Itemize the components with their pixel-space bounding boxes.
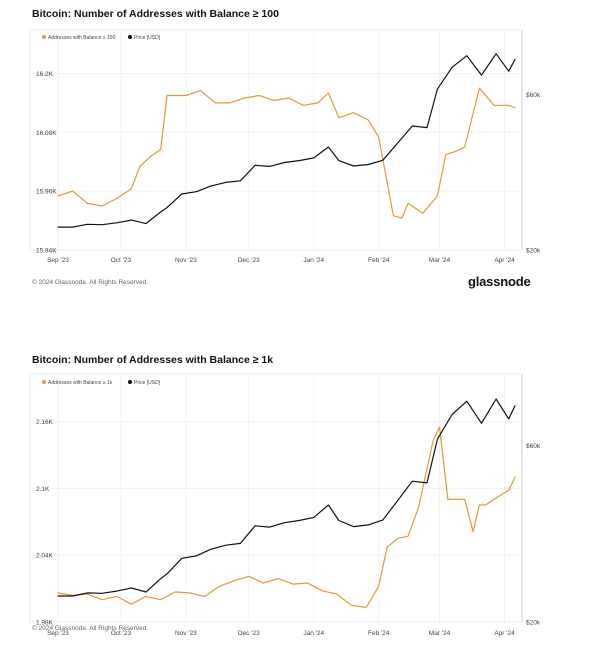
y-left-tick-label: 16.08K bbox=[36, 130, 57, 137]
y-left-tick-label: 15.84K bbox=[36, 248, 57, 255]
chart-title: Bitcoin: Number of Addresses with Balanc… bbox=[32, 354, 274, 366]
x-tick-label: Nov '23 bbox=[175, 630, 197, 637]
copyright-note: © 2024 Glassnode. All Rights Reserved. bbox=[32, 625, 149, 632]
chart-2-plot: Sep '23 Oct '23 Nov '23 Dec '23 Jan '24 Feb '… bbox=[29, 373, 541, 637]
x-tick-label: Apr '24 bbox=[494, 257, 515, 264]
x-tick-label: Nov '23 bbox=[175, 257, 197, 264]
y-left-tick-label: 2.16K bbox=[36, 419, 54, 426]
x-tick-label: Feb '24 bbox=[368, 257, 390, 264]
chart-panel-1: Bitcoin: Number of Addresses with Balanc… bbox=[0, 0, 600, 300]
copyright-note: © 2024 Glassnode. All Rights Reserved. bbox=[32, 279, 149, 286]
address-count-line bbox=[57, 426, 516, 609]
y-right-tick-label: $60k bbox=[526, 443, 541, 450]
x-tick-label: Mar '24 bbox=[429, 257, 451, 264]
y-left-tick-label: 2.04K bbox=[36, 553, 54, 560]
chart-1-plot: Sep '23 Oct '23 Nov '23 Dec '23 Jan '24 Feb '… bbox=[29, 29, 541, 264]
x-tick-label: Mar '24 bbox=[429, 630, 451, 637]
x-tick-label: Jan '24 bbox=[303, 630, 324, 637]
x-tick-label: Apr '24 bbox=[494, 630, 515, 637]
price-line bbox=[57, 398, 516, 597]
y-left-tick-label: 2.1K bbox=[36, 486, 50, 493]
legend-entry: Addresses with Balance ≥ 100 bbox=[48, 35, 115, 41]
plot-frame bbox=[29, 29, 523, 251]
price-line bbox=[57, 53, 516, 228]
y-right-tick-label: $20k bbox=[526, 620, 541, 627]
x-tick-label: Oct '23 bbox=[111, 630, 132, 637]
y-right-tick-label: $60k bbox=[526, 92, 541, 99]
chart-title: Bitcoin: Number of Addresses with Balanc… bbox=[32, 8, 279, 20]
legend-marker bbox=[42, 380, 46, 384]
x-tick-label: Sep '23 bbox=[47, 257, 69, 264]
x-tick-label: Jan '24 bbox=[303, 257, 324, 264]
x-tick-label: Dec '23 bbox=[238, 257, 260, 264]
x-tick-label: Feb '24 bbox=[368, 630, 390, 637]
y-right-tick-label: $20k bbox=[526, 248, 541, 255]
legend-entry: Price [USD] bbox=[134, 380, 161, 386]
x-tick-label: Oct '23 bbox=[111, 257, 132, 264]
legend-entry: Addresses with Balance ≥ 1k bbox=[48, 380, 113, 386]
legend-marker bbox=[128, 35, 132, 39]
y-left-tick-label: 16.2K bbox=[36, 71, 54, 78]
x-tick-label: Dec '23 bbox=[238, 630, 260, 637]
legend-entry: Price [USD] bbox=[134, 35, 161, 41]
x-tick-label: Sep '23 bbox=[47, 630, 69, 637]
y-left-tick-label: 15.96K bbox=[36, 189, 57, 196]
legend-marker bbox=[42, 35, 46, 39]
legend-marker bbox=[128, 380, 132, 384]
address-count-line bbox=[57, 87, 516, 219]
chart-panel-2: Bitcoin: Number of Addresses with Balanc… bbox=[0, 344, 600, 644]
y-left-tick-label: 1.98K bbox=[36, 620, 54, 627]
glassnode-logo: glassnode bbox=[468, 274, 531, 289]
